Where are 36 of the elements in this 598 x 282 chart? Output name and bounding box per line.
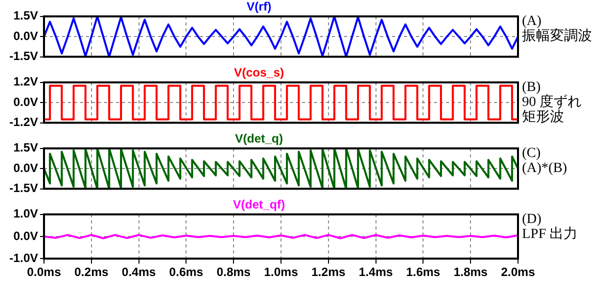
y-tick-label: 0.0V bbox=[13, 28, 38, 43]
text: 90 度ずれ bbox=[522, 95, 582, 110]
y-tick-label: 1.2V bbox=[13, 74, 38, 89]
x-tick-label: 0.8ms bbox=[216, 265, 251, 280]
text: (C) bbox=[522, 146, 542, 161]
x-tick-label: 0.2ms bbox=[74, 265, 109, 280]
text: (A) bbox=[522, 14, 542, 29]
x-tick-label: 1.2ms bbox=[311, 265, 346, 280]
y-tick-label: -1.5V bbox=[9, 49, 38, 64]
chart-title: V(det_q) bbox=[235, 132, 284, 146]
y-tick-label: -1.0V bbox=[9, 250, 38, 265]
x-tick-label: 0.0ms bbox=[26, 265, 62, 280]
text: (D) bbox=[522, 212, 542, 227]
x-tick-label: 0.4ms bbox=[122, 265, 156, 280]
text: LPF 出力 bbox=[522, 227, 578, 242]
y-tick-label: 1.0V bbox=[13, 206, 38, 221]
chart-title: V(det_qf) bbox=[233, 198, 285, 212]
x-tick-label: 1.4ms bbox=[358, 265, 394, 280]
text: (B) bbox=[522, 80, 541, 95]
y-tick-label: 0.0V bbox=[13, 160, 38, 175]
x-tick-label: 1.0ms bbox=[264, 265, 298, 280]
chart-title: V(rf) bbox=[246, 0, 272, 14]
y-tick-label: 0.0V bbox=[13, 94, 38, 109]
x-tick-label: 0.6ms bbox=[169, 265, 204, 280]
text: 振幅変調波 bbox=[522, 29, 592, 44]
y-tick-label: 1.5V bbox=[13, 140, 38, 155]
text: 矩形波 bbox=[522, 110, 565, 125]
chart-title: V(cos_s) bbox=[234, 66, 284, 80]
x-tick-label: 1.8ms bbox=[454, 265, 488, 280]
x-tick-label: 2.0ms bbox=[500, 265, 536, 280]
y-tick-label: -1.5V bbox=[9, 181, 38, 196]
y-tick-label: 1.5V bbox=[13, 8, 38, 23]
y-tick-label: 0.0V bbox=[13, 228, 38, 243]
y-tick-label: -1.2V bbox=[9, 115, 38, 130]
x-tick-label: 1.6ms bbox=[406, 265, 441, 280]
text: (A)*(B) bbox=[522, 161, 568, 176]
